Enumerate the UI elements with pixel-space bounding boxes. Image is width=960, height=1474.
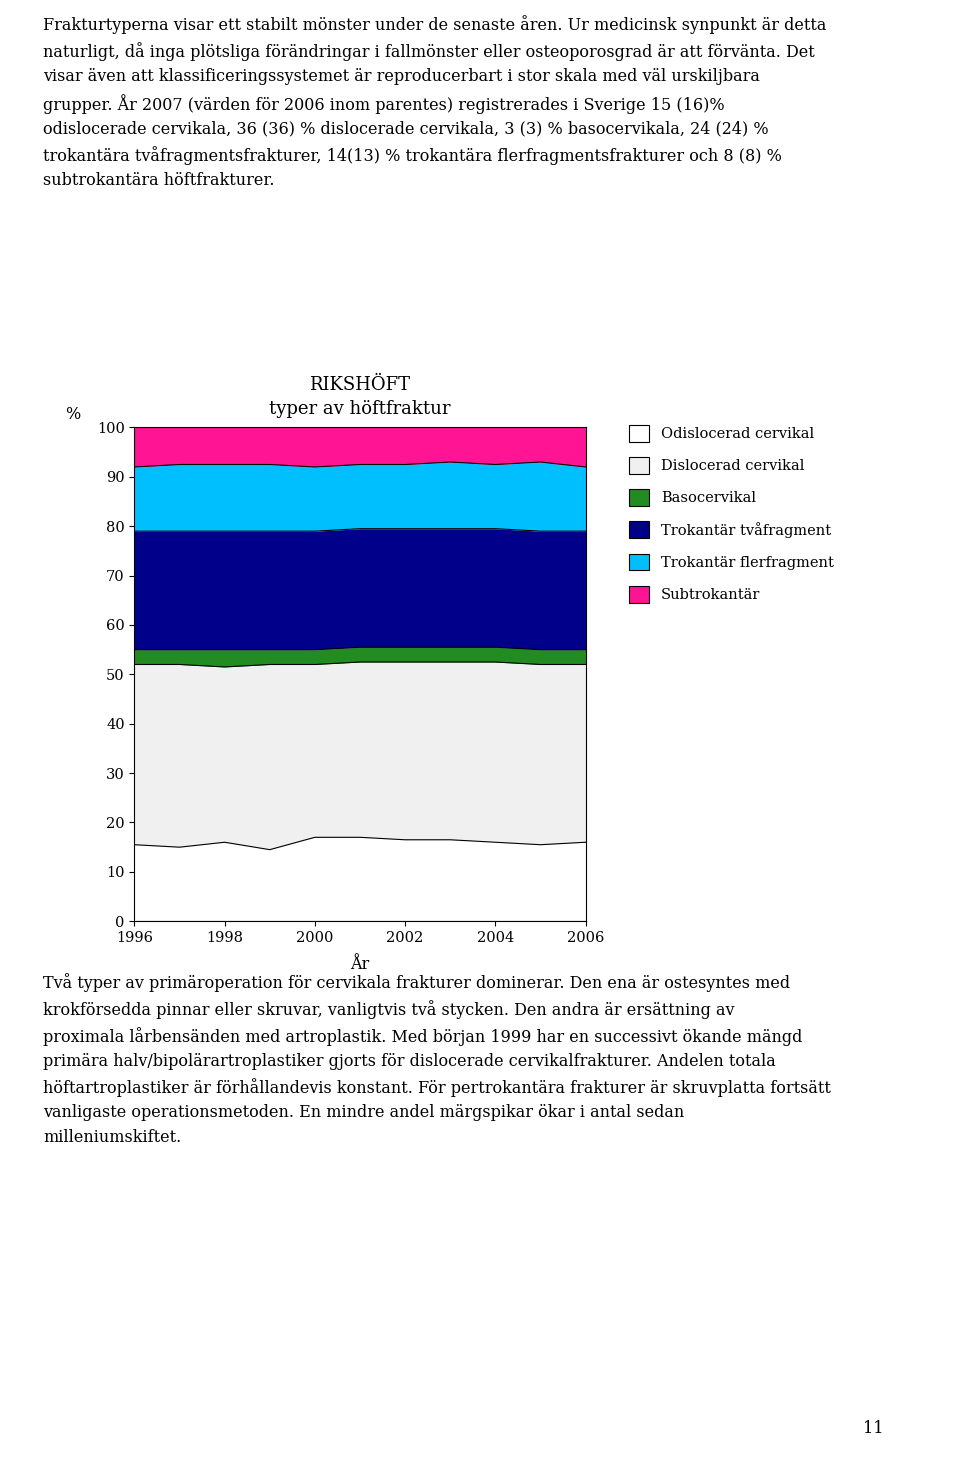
Text: Frakturtyperna visar ett stabilt mönster under de senaste åren. Ur medicinsk syn: Frakturtyperna visar ett stabilt mönster… bbox=[43, 15, 827, 189]
Legend: Odislocerad cervikal, Dislocerad cervikal, Basocervikal, Trokantär tvåfragment, : Odislocerad cervikal, Dislocerad cervika… bbox=[629, 425, 834, 603]
Text: %: % bbox=[65, 405, 81, 423]
Text: Två typer av primäroperation för cervikala frakturer dominerar. Den ena är ostes: Två typer av primäroperation för cervika… bbox=[43, 973, 831, 1145]
Title: RIKSHÖFT
typer av höftfraktur: RIKSHÖFT typer av höftfraktur bbox=[269, 376, 451, 417]
X-axis label: År: År bbox=[350, 957, 370, 973]
Text: 11: 11 bbox=[863, 1419, 883, 1437]
